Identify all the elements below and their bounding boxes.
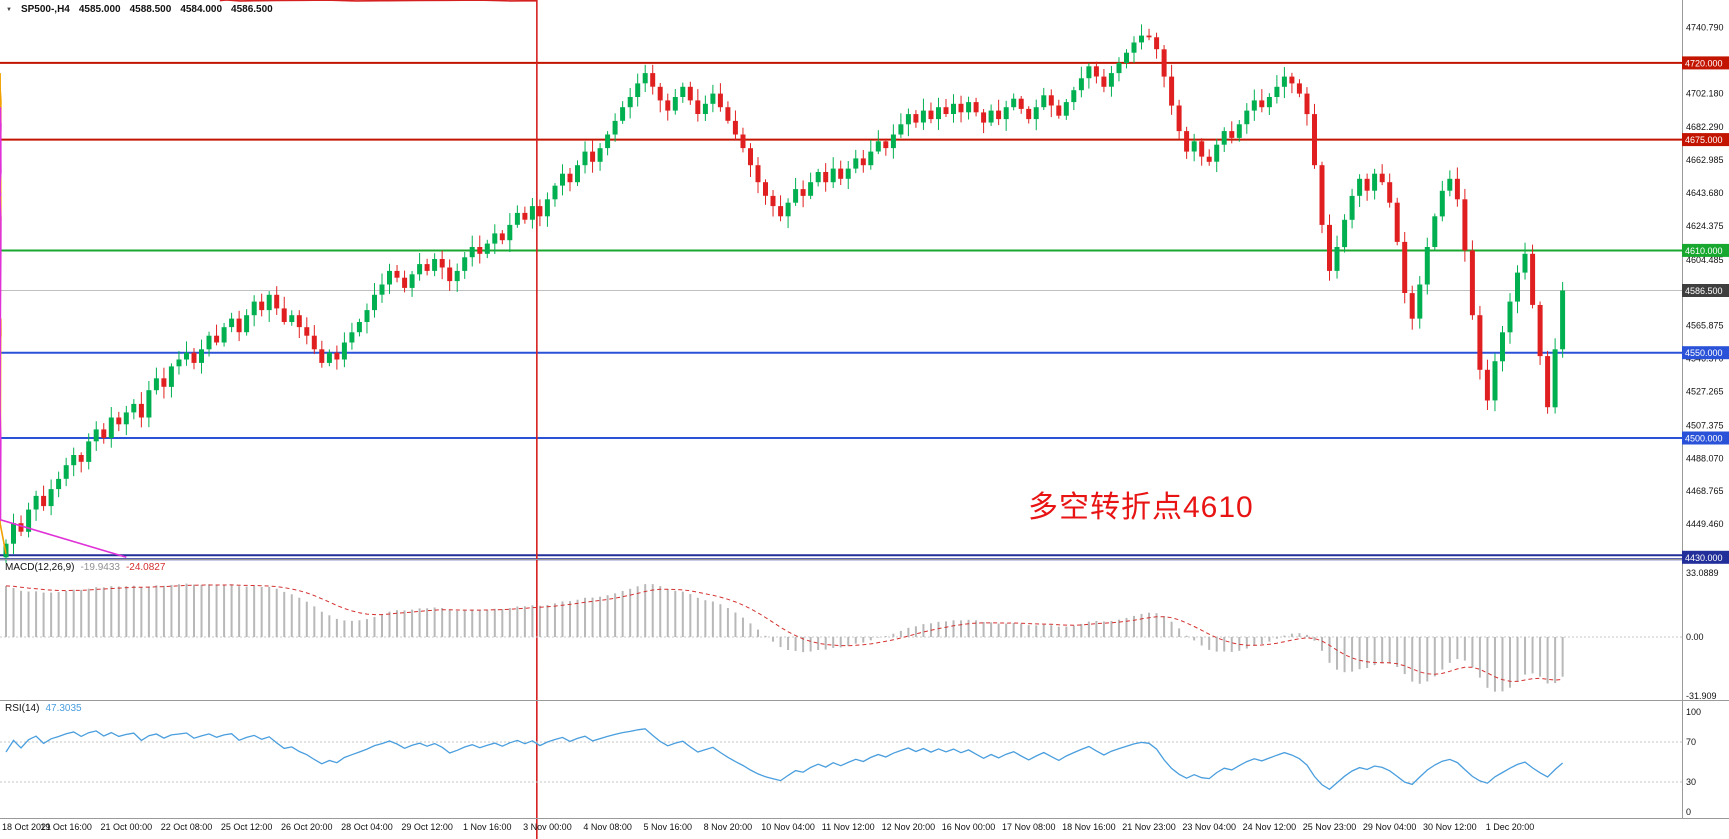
svg-text:4702.180: 4702.180 xyxy=(1686,88,1724,98)
svg-text:0: 0 xyxy=(1686,807,1691,817)
svg-text:4624.375: 4624.375 xyxy=(1686,221,1724,231)
svg-text:4507.375: 4507.375 xyxy=(1686,420,1724,430)
price-axis[interactable]: 4740.790 4702.180 4682.290 4662.985 4643.680… xyxy=(1682,22,1729,564)
svg-text:100: 100 xyxy=(1686,707,1701,717)
chart-annotation[interactable]: 多空转折点4610 xyxy=(1028,491,1254,524)
moving-averages xyxy=(0,0,538,839)
macd-histogram xyxy=(5,583,1564,692)
time-label: 19 Oct 16:00 xyxy=(40,822,92,832)
macd-name: MACD(12,26,9) xyxy=(5,562,75,573)
svg-text:30: 30 xyxy=(1686,777,1696,787)
time-label: 10 Nov 04:00 xyxy=(761,822,815,832)
svg-text:70: 70 xyxy=(1686,737,1696,747)
time-label: 25 Nov 23:00 xyxy=(1302,822,1357,832)
rsi-value: 47.3035 xyxy=(45,703,82,714)
price-tag-4586.500: 4586.500 xyxy=(1682,284,1729,297)
rsi-name: RSI(14) xyxy=(5,703,40,714)
time-label: 5 Nov 16:00 xyxy=(643,822,693,832)
candlesticks xyxy=(3,24,1566,563)
svg-text:4586.500: 4586.500 xyxy=(1685,286,1723,296)
rsi-pane: 100 70 30 0 xyxy=(0,707,1701,817)
price-tag-4500.000: 4500.000 xyxy=(1682,431,1729,445)
svg-text:4527.265: 4527.265 xyxy=(1686,386,1724,396)
svg-text:4430.000: 4430.000 xyxy=(1685,553,1723,563)
price-tag-4675.000: 4675.000 xyxy=(1682,133,1729,147)
svg-text:4565.875: 4565.875 xyxy=(1686,321,1724,331)
svg-text:4682.290: 4682.290 xyxy=(1686,122,1724,132)
macd-pane: 33.0889 0.00 -31.909 xyxy=(0,568,1719,701)
macd-signal-value: -24.0827 xyxy=(125,562,166,573)
price-tag-4720.000: 4720.000 xyxy=(1682,56,1729,70)
time-label: 1 Nov 16:00 xyxy=(462,822,512,832)
svg-text:-31.909: -31.909 xyxy=(1686,691,1717,701)
time-label: 18 Oct 2021 xyxy=(2,822,52,832)
svg-text:4675.000: 4675.000 xyxy=(1685,135,1723,145)
time-label: 29 Oct 12:00 xyxy=(401,822,453,832)
price-tag-4430.000: 4430.000 xyxy=(1682,550,1729,564)
svg-text:4500.000: 4500.000 xyxy=(1685,433,1723,443)
time-label: 26 Oct 20:00 xyxy=(281,822,333,832)
svg-text:4550.000: 4550.000 xyxy=(1685,348,1723,358)
ma-line-mid xyxy=(0,107,127,559)
ohlc-low: 4584.000 xyxy=(180,4,223,15)
ma-line-slow xyxy=(219,0,538,839)
price-tag-4550.000: 4550.000 xyxy=(1682,346,1729,360)
ohlc-open: 4585.000 xyxy=(78,4,121,15)
ohlc-close: 4586.500 xyxy=(231,4,273,15)
macd-signal-line xyxy=(5,584,1563,682)
svg-text:4449.460: 4449.460 xyxy=(1686,519,1724,529)
time-label: 18 Nov 16:00 xyxy=(1062,822,1116,832)
time-label: 17 Nov 08:00 xyxy=(1001,822,1056,832)
rsi-line xyxy=(5,728,1564,791)
svg-text:4643.680: 4643.680 xyxy=(1686,188,1724,198)
svg-text:4468.765: 4468.765 xyxy=(1686,486,1724,496)
svg-text:4662.985: 4662.985 xyxy=(1686,155,1724,165)
time-label: 28 Oct 04:00 xyxy=(341,822,393,832)
symbol-info: ▼ SP500-,H4 4585.000 4588.500 4584.000 4… xyxy=(6,4,273,15)
time-label: 22 Oct 08:00 xyxy=(160,822,213,832)
time-label: 12 Nov 20:00 xyxy=(881,822,936,832)
time-label: 29 Nov 04:00 xyxy=(1362,822,1417,832)
svg-text:4610.000: 4610.000 xyxy=(1685,246,1723,256)
macd-indicator-label: MACD(12,26,9) -19.9433 -24.0827 xyxy=(5,562,165,573)
time-label: 16 Nov 00:00 xyxy=(941,822,996,832)
time-label: 24 Nov 12:00 xyxy=(1242,822,1297,832)
price-tag-4610.000: 4610.000 xyxy=(1682,243,1729,257)
svg-text:0.00: 0.00 xyxy=(1686,632,1704,642)
time-label: 4 Nov 08:00 xyxy=(583,822,632,832)
svg-text:4740.790: 4740.790 xyxy=(1686,22,1724,32)
time-label: 23 Nov 04:00 xyxy=(1182,822,1236,832)
svg-text:4488.070: 4488.070 xyxy=(1686,453,1724,463)
symbol-title: SP500-,H4 xyxy=(20,4,70,15)
svg-text:33.0889: 33.0889 xyxy=(1686,568,1719,578)
svg-text:4604.485: 4604.485 xyxy=(1686,255,1724,265)
time-label: 25 Oct 12:00 xyxy=(220,822,273,832)
ohlc-high: 4588.500 xyxy=(129,4,172,15)
rsi-indicator-label: RSI(14) 47.3035 xyxy=(5,703,82,714)
time-label: 1 Dec 20:00 xyxy=(1485,822,1535,832)
time-label: 21 Nov 23:00 xyxy=(1122,822,1176,832)
time-label: 3 Nov 00:00 xyxy=(523,822,572,832)
svg-text:4720.000: 4720.000 xyxy=(1685,58,1723,68)
macd-main-value: -19.9433 xyxy=(80,562,120,573)
time-label: 8 Nov 20:00 xyxy=(703,822,753,832)
time-axis[interactable]: 18 Oct 2021 19 Oct 16:00 21 Oct 00:00 22 Oc… xyxy=(0,822,1682,838)
symbol-marker-icon: ▼ xyxy=(6,6,12,13)
time-label: 11 Nov 12:00 xyxy=(821,822,875,832)
time-label: 21 Oct 00:00 xyxy=(100,822,153,832)
pane-borders xyxy=(0,0,1729,819)
time-label: 30 Nov 12:00 xyxy=(1423,822,1477,832)
